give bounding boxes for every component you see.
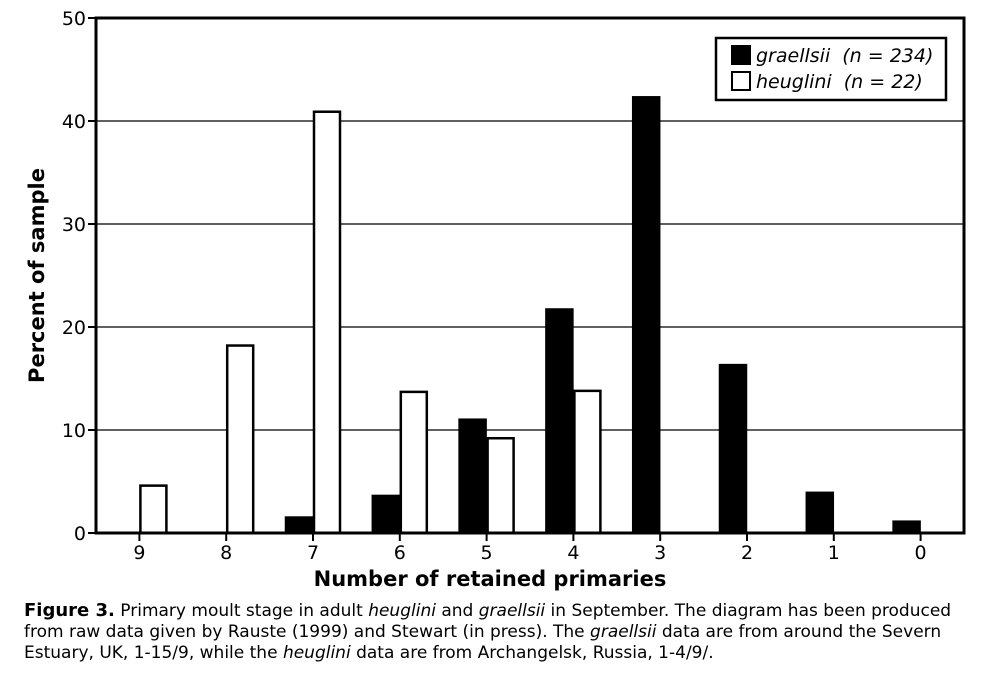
y-tick-label: 40 [62,111,86,133]
x-tick-label: 1 [828,542,840,564]
figure-caption: Figure 3. Primary moult stage in adult h… [24,600,984,664]
y-axis-title: Percent of sample [25,168,49,383]
x-tick-label: 6 [394,542,406,564]
plot-frame [94,16,966,535]
bar-graellsii [805,491,835,535]
x-tick-label: 9 [133,542,145,564]
caption-text-run: and [435,601,479,621]
y-tick-label: 10 [62,420,86,442]
legend-species-heuglini: heuglini [756,71,832,93]
x-tick-label: 7 [307,542,319,564]
bar-heuglini [486,436,515,535]
legend-label-heuglini: heuglini (n = 22) [756,71,923,93]
figure-label: Figure 3. [24,600,115,621]
bar-graellsii [458,418,487,535]
caption-text-run: Primary moult stage in adult [114,601,369,621]
x-tick-label: 0 [915,542,927,564]
legend-count-graellsii: (n = 234) [842,45,933,67]
x-axis-ticks: 9 8 7 6 5 4 3 2 1 0 [133,533,927,564]
caption-italic-term: graellsii [478,601,546,621]
caption-text-run: in September. The diagram has been produ… [24,601,952,642]
x-axis-title: Number of retained primaries [314,567,667,591]
x-tick-label: 4 [567,542,579,564]
y-tick-label: 20 [62,317,86,339]
caption-italic-term: heuglini [368,601,436,621]
legend: graellsii (n = 234) heuglini (n = 22) [714,36,948,102]
bar-graellsii [718,363,748,535]
x-tick-label: 3 [654,542,666,564]
legend-species-graellsii: graellsii [756,45,831,67]
caption-italic-term: heuglini [282,643,351,663]
y-tick-label: 0 [74,523,86,545]
bar-heuglini [312,110,342,535]
y-tick-label: 30 [62,214,86,236]
x-tick-label: 5 [481,542,493,564]
bar-graellsii [631,96,661,535]
gridlines [96,120,964,431]
legend-label-graellsii: graellsii (n = 234) [756,45,933,67]
bar-graellsii [371,494,401,535]
caption-text: Primary moult stage in adult heuglini an… [24,601,951,663]
bar-heuglini [139,484,168,535]
x-tick-label: 2 [741,542,753,564]
y-tick-label: 50 [62,8,86,30]
caption-text-run: data are from Archangelsk, Russia, 1-4/9… [350,643,714,663]
legend-swatch-graellsii [731,45,751,65]
y-axis-ticks: 0 10 20 30 40 50 [62,8,96,545]
bar-graellsii [892,520,921,535]
legend-box [714,36,948,102]
legend-count-heuglini: (n = 22) [844,71,923,93]
bar-graellsii [545,308,574,535]
caption-italic-term: graellsii [590,622,657,642]
bars [139,96,921,535]
caption-text-run: data are from around the Severn Estuary,… [24,622,942,663]
bar-heuglini [573,389,602,535]
legend-swatch-heuglini [731,71,751,91]
bar-heuglini [225,344,255,535]
bar-heuglini [399,390,429,535]
x-tick-label: 8 [220,542,232,564]
bar-graellsii [284,516,314,535]
